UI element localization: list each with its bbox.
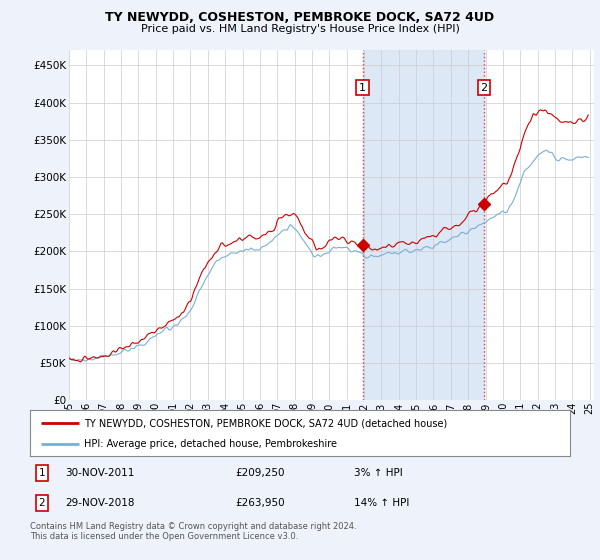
Text: 1: 1 — [38, 468, 45, 478]
Text: Price paid vs. HM Land Registry's House Price Index (HPI): Price paid vs. HM Land Registry's House … — [140, 24, 460, 34]
Text: £263,950: £263,950 — [235, 498, 285, 508]
Text: TY NEWYDD, COSHESTON, PEMBROKE DOCK, SA72 4UD: TY NEWYDD, COSHESTON, PEMBROKE DOCK, SA7… — [106, 11, 494, 24]
Text: TY NEWYDD, COSHESTON, PEMBROKE DOCK, SA72 4UD (detached house): TY NEWYDD, COSHESTON, PEMBROKE DOCK, SA7… — [84, 418, 447, 428]
Text: 14% ↑ HPI: 14% ↑ HPI — [354, 498, 409, 508]
Text: 2: 2 — [38, 498, 45, 508]
Text: 2: 2 — [481, 83, 488, 92]
Bar — [362, 50, 484, 400]
Text: Contains HM Land Registry data © Crown copyright and database right 2024.
This d: Contains HM Land Registry data © Crown c… — [30, 522, 356, 542]
Text: 29-NOV-2018: 29-NOV-2018 — [65, 498, 134, 508]
Text: 3% ↑ HPI: 3% ↑ HPI — [354, 468, 403, 478]
Text: 1: 1 — [359, 83, 366, 92]
Text: £209,250: £209,250 — [235, 468, 285, 478]
Text: HPI: Average price, detached house, Pembrokeshire: HPI: Average price, detached house, Pemb… — [84, 440, 337, 450]
Text: 30-NOV-2011: 30-NOV-2011 — [65, 468, 134, 478]
